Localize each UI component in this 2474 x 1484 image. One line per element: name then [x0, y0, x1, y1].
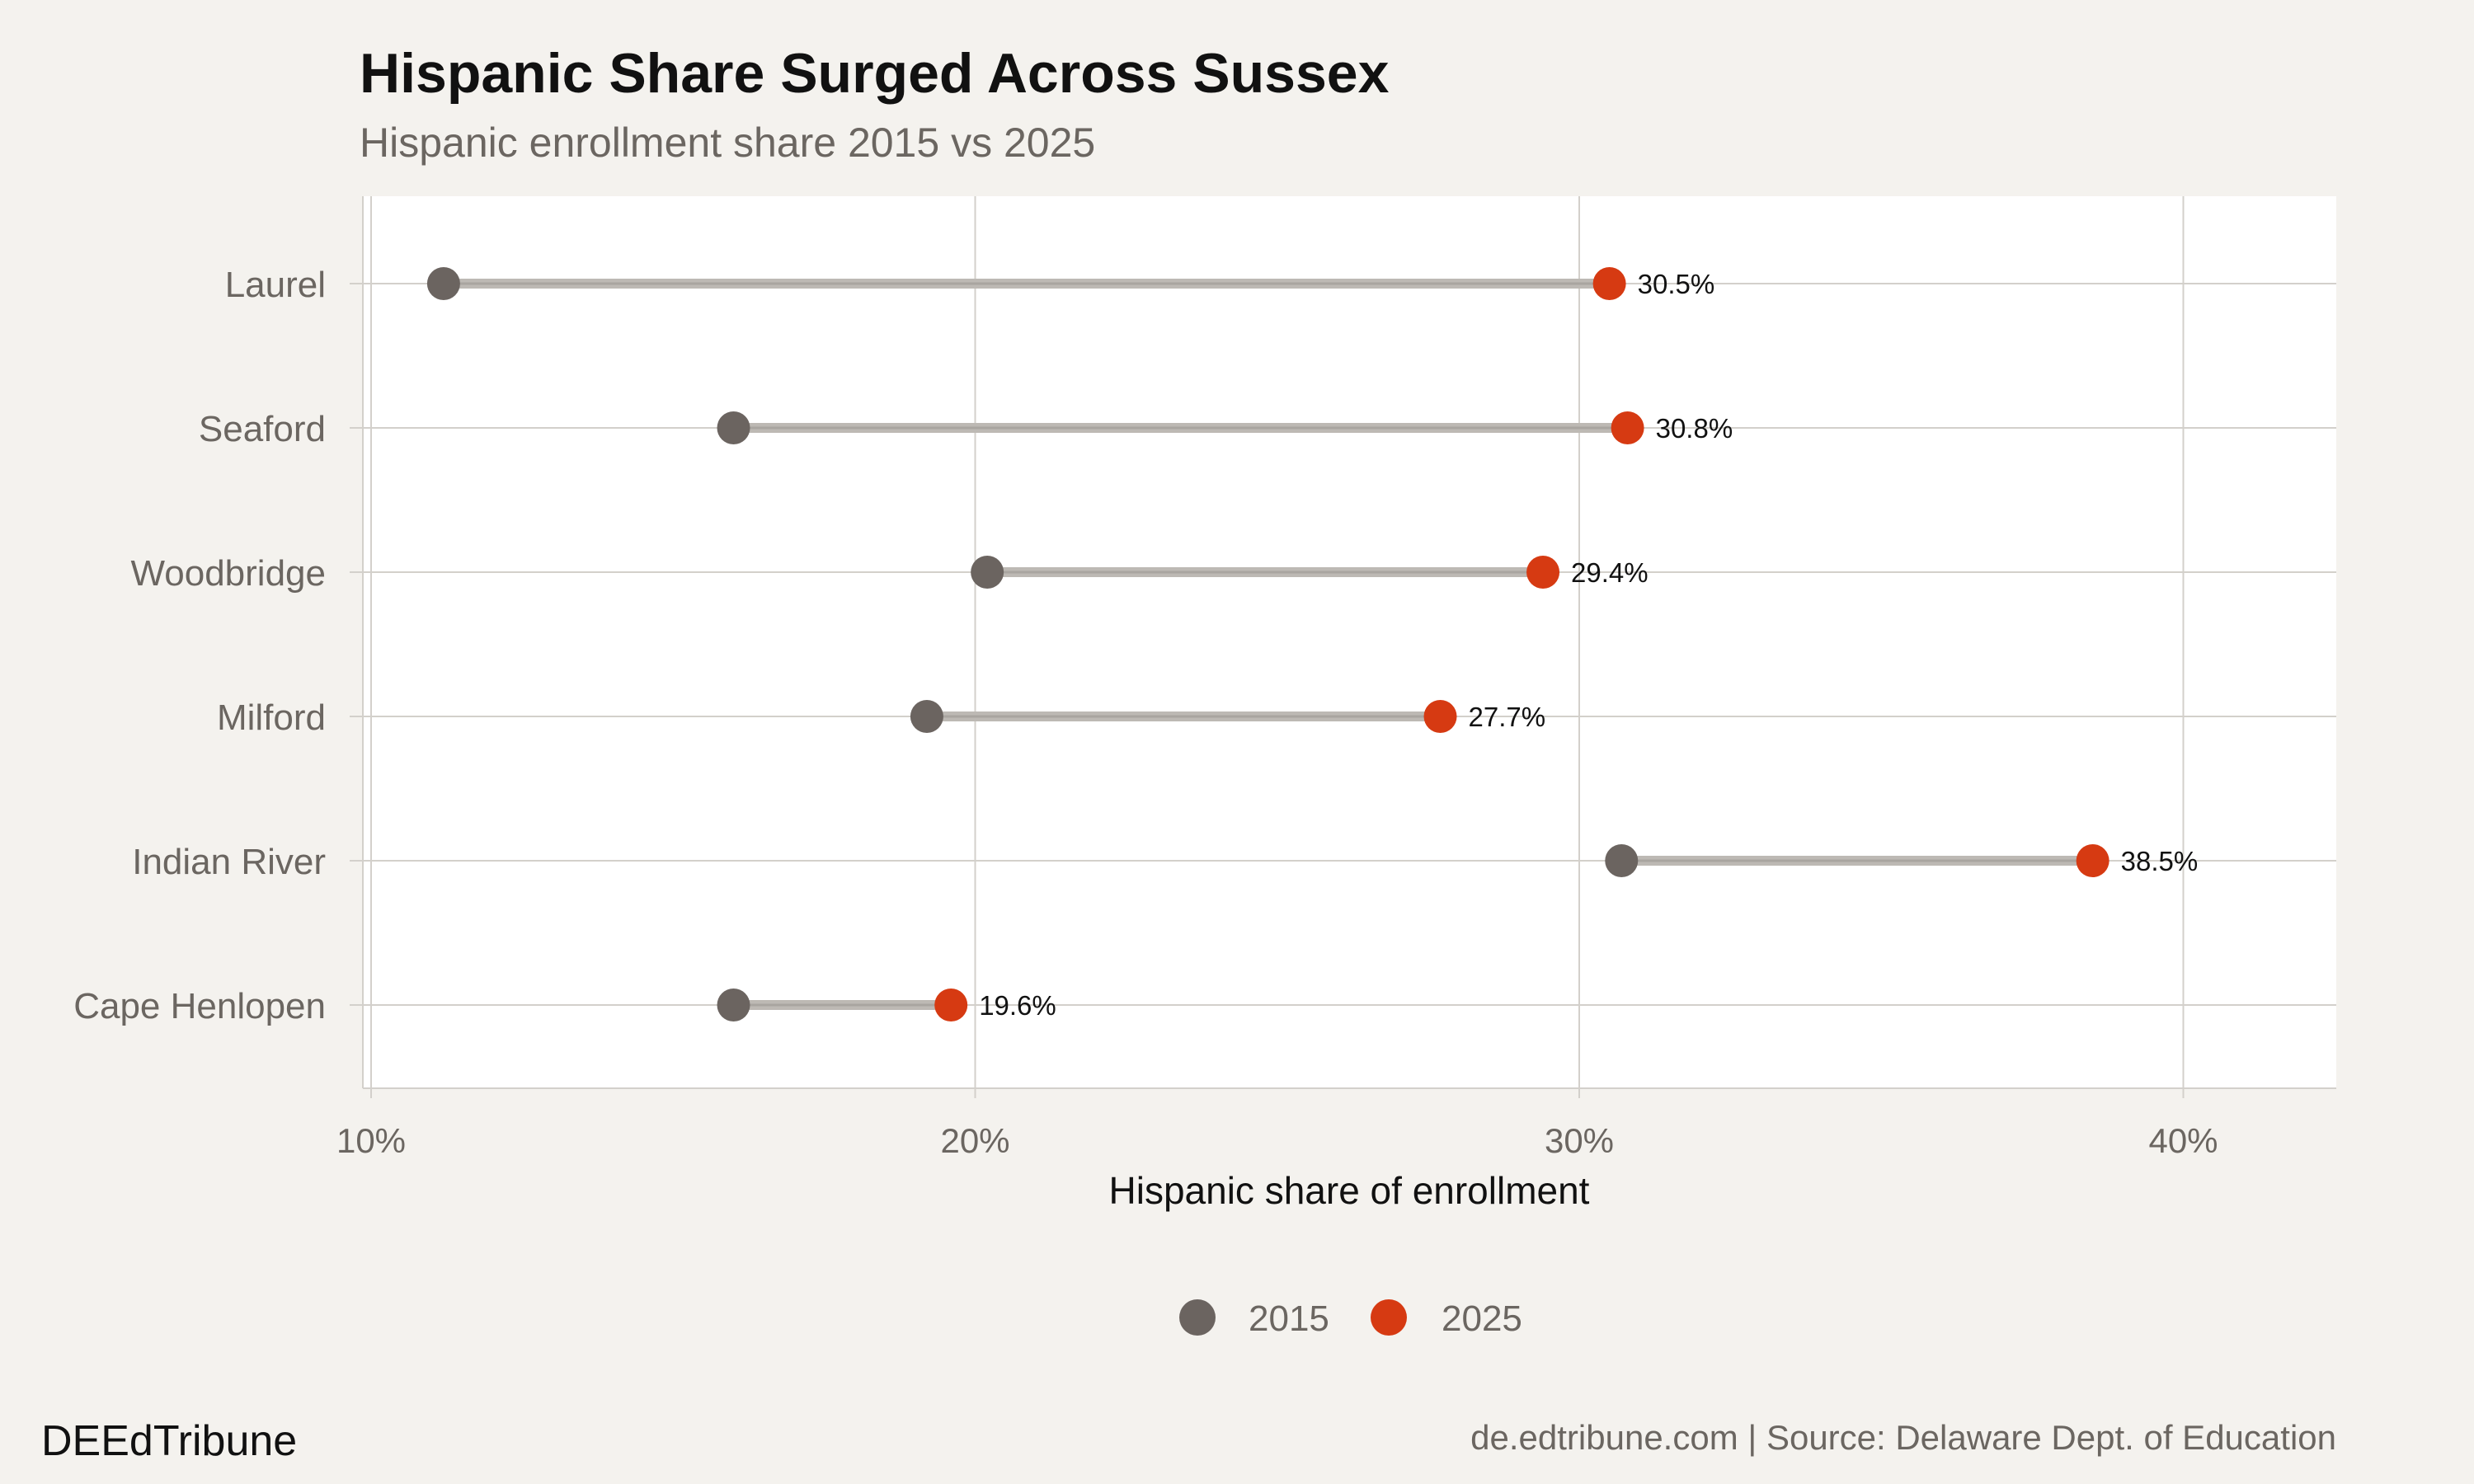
x-tick-label: 10%	[336, 1121, 406, 1160]
point-2025	[1592, 267, 1626, 300]
data-label: 19.6%	[979, 990, 1056, 1021]
category-label: Laurel	[225, 265, 326, 305]
category-label: Indian River	[132, 842, 326, 882]
category-label: Seaford	[199, 409, 326, 449]
point-2025	[1526, 556, 1560, 589]
point-2015	[910, 700, 943, 733]
source-note: de.edtribune.com | Source: Delaware Dept…	[1470, 1418, 2336, 1457]
legend-swatch-2025	[1371, 1299, 1407, 1336]
point-2025	[2076, 844, 2109, 877]
point-2025	[934, 989, 968, 1021]
data-label: 27.7%	[1469, 702, 1546, 732]
plot-panel	[363, 196, 2336, 1088]
category-label: Milford	[217, 697, 326, 738]
data-label: 30.8%	[1656, 413, 1733, 444]
point-2015	[1605, 844, 1639, 877]
x-axis-title: Hispanic share of enrollment	[1109, 1169, 1590, 1212]
point-2025	[1611, 411, 1644, 444]
legend-label-2015: 2015	[1249, 1298, 1329, 1339]
data-labels: 30.5% 30.8% 29.4% 27.7% 38.5% 19.6%	[979, 269, 2198, 1021]
legend-swatch-2015	[1179, 1299, 1216, 1336]
legend: 2015 2025	[1179, 1298, 1522, 1339]
data-label: 30.5%	[1638, 269, 1715, 299]
point-2025	[1423, 700, 1457, 733]
brand-label: DEEdTribune	[41, 1417, 297, 1465]
point-2015	[426, 267, 460, 300]
x-tick-label: 30%	[1545, 1121, 1614, 1160]
point-2015	[717, 989, 750, 1021]
chart-title: Hispanic Share Surged Across Sussex	[360, 42, 1390, 105]
chart-subtitle: Hispanic enrollment share 2015 vs 2025	[360, 120, 1095, 166]
legend-label-2025: 2025	[1442, 1298, 1522, 1339]
data-label: 38.5%	[2121, 846, 2199, 876]
x-tick-label: 20%	[940, 1121, 1009, 1160]
category-label: Cape Henlopen	[73, 986, 326, 1026]
marks	[426, 267, 2109, 1021]
axes: 10% 20% 30% 40% Laurel Seaford Woodbridge Milfo…	[73, 196, 2336, 1160]
data-label: 29.4%	[1571, 557, 1649, 588]
point-2015	[717, 411, 750, 444]
point-2015	[971, 556, 1004, 589]
x-tick-label: 40%	[2148, 1121, 2218, 1160]
category-label: Woodbridge	[131, 553, 326, 594]
